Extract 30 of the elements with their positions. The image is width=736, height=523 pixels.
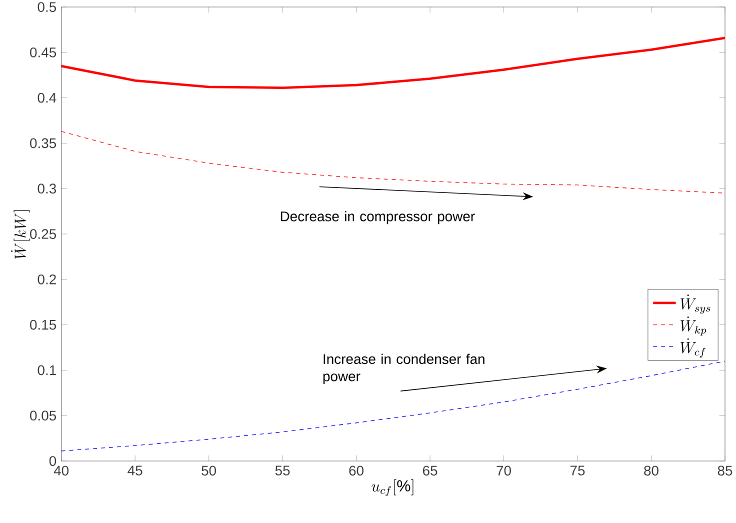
y-tick-label: 0.35 xyxy=(30,138,56,148)
annotation: Increase in condenser fan power xyxy=(323,354,484,384)
y-tick-label: 0.05 xyxy=(30,410,56,421)
x-tick-label: 60 xyxy=(349,466,364,476)
y-tick-label: 0.2 xyxy=(38,274,56,284)
x-tick-label: 45 xyxy=(128,466,142,476)
y-tick-label: 0 xyxy=(49,456,56,466)
x-axis-title: $u_{cf}[\%]$ xyxy=(372,479,414,496)
line-series xyxy=(61,131,725,194)
y-tick-label: 0.5 xyxy=(38,2,56,12)
y-tick-label: 0.45 xyxy=(30,47,56,58)
legend-label: $\dot{W}_{cf}$ xyxy=(680,338,706,358)
x-tick-label: 80 xyxy=(644,466,658,476)
y-axis-title: $\dot{W}[kW]$ xyxy=(11,210,30,259)
legend-label: $\dot{W}_{kp}$ xyxy=(680,316,706,336)
x-tick-label: 50 xyxy=(202,466,216,476)
x-tick-label: 55 xyxy=(275,466,290,476)
y-tick-label: 0.3 xyxy=(38,184,56,194)
legend-label: $\dot{W}_{sys}$ xyxy=(680,294,710,314)
line-series xyxy=(61,36,725,90)
y-tick-label: 0.15 xyxy=(30,320,56,330)
x-tick-label: 40 xyxy=(54,466,69,476)
y-tick-label: 0.4 xyxy=(38,92,56,103)
y-tick-label: 0.1 xyxy=(38,365,56,376)
x-tick-label: 65 xyxy=(422,466,438,476)
annotation: Decrease in compressor power xyxy=(280,211,475,224)
x-tick-label: 85 xyxy=(718,466,732,476)
x-tick-label: 75 xyxy=(570,466,585,476)
x-tick-label: 70 xyxy=(496,466,511,476)
y-tick-label: 0.25 xyxy=(30,229,56,239)
